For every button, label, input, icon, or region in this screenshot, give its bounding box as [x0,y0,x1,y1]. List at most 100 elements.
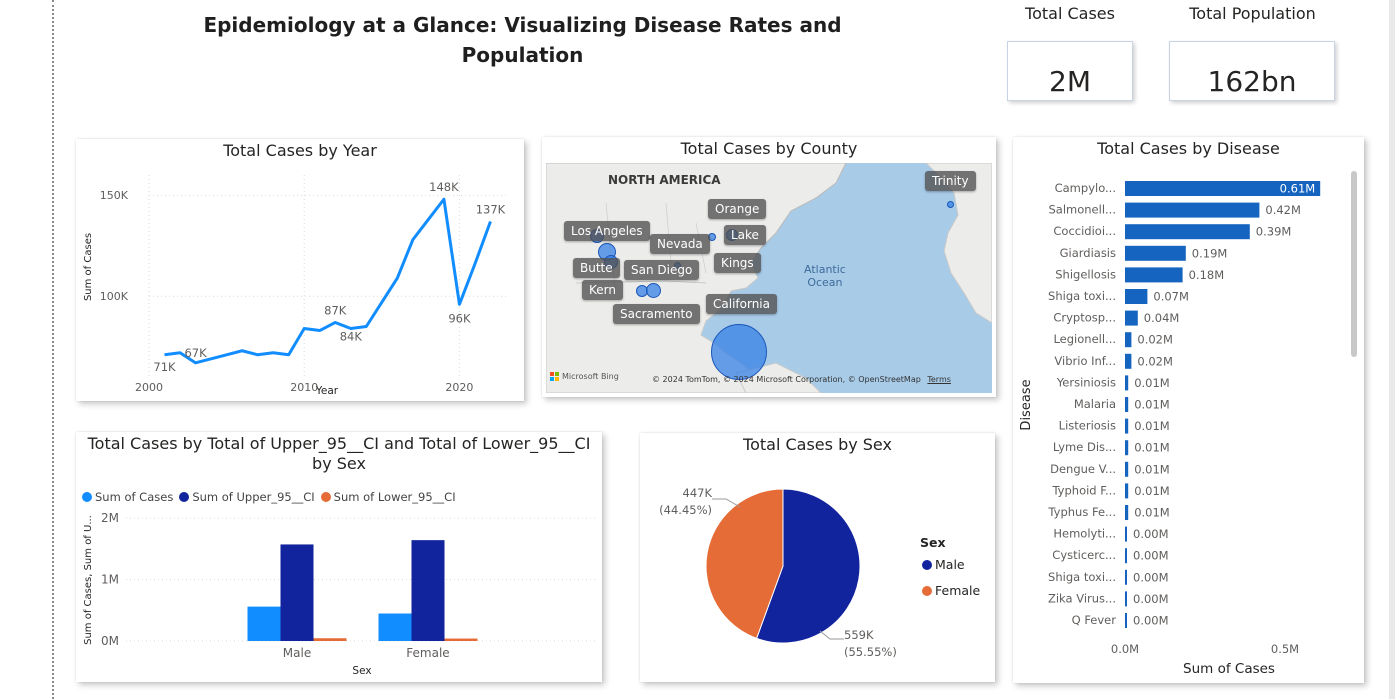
pie-legend-title: Sex [920,535,946,550]
hbar-category-label: Listeriosis [1059,419,1116,433]
line-data-label: 96K [448,311,471,325]
microsoft-logo-icon [550,372,559,381]
hbar-category-label: Shiga toxi... [1048,289,1116,303]
col-bar [280,544,314,641]
line-series-cases [164,197,492,365]
line-data-label: 148K [429,180,459,194]
hbar-y-axis-title: Disease [1019,379,1034,430]
map-label-trinity: Trinity [925,171,976,191]
disease-chart-scrollbar[interactable] [1351,171,1357,357]
map-label-california: California [706,294,777,314]
cases-by-year-title: Total Cases by Year [223,141,377,160]
bing-logo-text: Microsoft Bing [562,372,619,381]
hbar-value-label: 0.01M [1134,462,1170,476]
canvas-left-border [52,0,54,699]
map-bubble-san-diego[interactable] [646,283,661,298]
map-terms-link[interactable]: Terms [927,375,951,384]
hbar-category-label: Legionell... [1053,332,1116,346]
total-cases-card[interactable]: 2M [1007,41,1133,101]
dashboard-title: Epidemiology at a Glance: Visualizing Di… [203,13,842,67]
cases-by-county-title: Total Cases by County [680,139,858,158]
hbar-value-label: 0.19M [1192,246,1228,260]
line-data-label: 67K [184,346,207,360]
col-bar [411,540,445,641]
line-xtick-label: 2020 [445,381,473,394]
hbar-category-label: Lyme Dis... [1053,440,1116,454]
col-ytick-label: 2M [101,511,119,525]
hbar-value-label: 0.42M [1265,203,1301,217]
hbar-bar [1125,310,1138,326]
cases-by-ci-panel[interactable]: Total Cases by Total of Upper_95__CI and… [76,432,602,682]
line-data-label: 71K [153,360,176,374]
hbar-x-axis-title: Sum of Cases [1183,661,1275,677]
ocean-label: Atlantic Ocean [804,263,846,289]
cases-by-sex-chart: 559K (55.55%) 447K (44.45%) Sex Male Female [659,486,980,659]
map-label-butte: Butte [573,258,620,278]
hbar-bar [1125,613,1127,628]
line-data-label: 137K [476,202,506,216]
hbar-bar [1125,267,1183,283]
hbar-bar [1125,569,1127,585]
hbar-value-label: 0.00M [1133,570,1169,584]
pie-leader-line [712,498,741,508]
col-category-label: Female [406,646,449,660]
pie-leader-line [819,630,844,640]
hbar-bar [1125,181,1321,196]
pie-slice [755,488,861,644]
hbar-bar [1125,353,1132,369]
cases-by-year-chart: 100K 150K 2000 2010 2020 Year Sum of Cases 71K 6… [83,175,506,397]
pie-legend-marker [922,586,932,596]
hbar-category-label: Yersiniosis [1056,375,1116,389]
hbar-value-label: 0.01M [1134,506,1170,520]
hbar-category-label: Shigellosis [1055,267,1116,281]
hbar-value-label: 0.01M [1134,376,1170,390]
map-bubble-trinity[interactable] [947,201,954,208]
canvas-right-edge [1389,0,1395,699]
cases-by-disease-panel[interactable]: Total Cases by Disease Campylo... 0.61M Sa… [1013,137,1364,683]
total-population-label: Total Population [1189,4,1316,23]
hbar-bar [1125,440,1129,456]
hbar-bar [1125,418,1129,434]
hbar-value-label: 0.01M [1134,419,1170,433]
hbar-value-label: 0.01M [1134,441,1170,455]
county-map[interactable]: NORTH AMERICA Atlantic Ocean Trinity Ora… [546,163,992,393]
line-data-label: 87K [324,303,347,317]
col-bar [313,638,347,641]
legend-marker [320,492,331,502]
hbar-xtick-label: 0.0M [1111,642,1139,656]
pie-legend-marker [922,560,932,570]
ocean-label-line1: Atlantic [804,263,846,276]
legend-item[interactable]: Sum of Upper_95__CI [179,490,315,504]
col-y-axis-title: Sum of Cases, Sum of U... [83,515,94,645]
cases-by-county-panel[interactable]: Total Cases by County NORTH AMERICA Atla… [542,137,996,397]
hbar-value-label: 0.00M [1133,527,1169,541]
legend-item[interactable]: Sum of Cases [82,490,173,504]
hbar-category-label: Typhoid F... [1051,483,1116,497]
hbar-category-label: Coccidioi... [1053,224,1116,238]
pie-slice [705,488,784,639]
hbar-value-label: 0.00M [1133,614,1169,628]
ocean-label-line2: Ocean [807,276,843,289]
hbar-bar [1125,591,1127,607]
hbar-category-label: Shiga toxi... [1048,570,1116,584]
line-xtick-label: 2000 [135,381,163,394]
cases-by-year-panel[interactable]: Total Cases by Year 100K 150K 2000 2010 2020… [76,139,524,401]
hbar-category-label: Q Fever [1072,613,1117,627]
hbar-category-label: Typhus Fe... [1047,505,1116,519]
map-bubble-california[interactable] [711,324,767,380]
map-label-kern: Kern [582,280,623,300]
col-ytick-label: 1M [101,573,119,587]
total-population-card[interactable]: 162bn [1169,41,1335,101]
map-attribution-text: © 2024 TomTom, © 2024 Microsoft Corporat… [652,375,921,384]
hbar-value-label: 0.02M [1137,333,1173,347]
cases-by-sex-panel[interactable]: Total Cases by Sex 559K (55.55%) 447K (44.4… [640,433,995,682]
legend-item[interactable]: Sum of Lower_95__CI [320,490,456,504]
hbar-bar [1125,483,1129,499]
map-land [546,163,992,393]
hbar-value-label: 0.07M [1153,290,1189,304]
legend-label: Sum of Upper_95__CI [192,490,315,504]
hbar-value-label: 0.01M [1134,484,1170,498]
line-ytick-label: 150K [100,189,129,202]
hbar-bar [1125,461,1129,477]
line-xtick-label: 2010 [290,381,318,394]
